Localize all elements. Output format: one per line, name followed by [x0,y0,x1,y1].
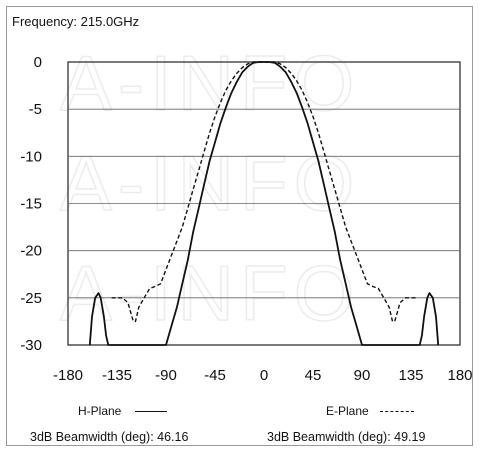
y-tick-label-5: -25 [20,290,42,307]
series-line-e-plane [111,61,417,323]
x-tick-label-2: -90 [155,367,177,384]
x-tick-label-8: 180 [447,367,472,384]
x-tick-label-6: 90 [354,367,371,384]
watermark-text-1: A-INFO [60,139,360,227]
y-tick-label-6: -30 [20,337,42,354]
legend-h-plane-label: H-Plane [78,404,122,418]
y-tick-label-1: -5 [29,101,42,118]
x-tick-label-3: -45 [204,367,226,384]
h-plane-beamwidth: 3dB Beamwidth (deg): 46.16 [30,430,189,444]
x-tick-label-1: -135 [102,367,132,384]
y-tick-label-3: -15 [20,196,42,213]
x-tick-label-7: 135 [398,367,423,384]
y-tick-label-0: 0 [34,54,42,71]
series-line-h-plane [88,61,440,346]
y-tick-label-4: -20 [20,243,42,260]
x-tick-label-0: -180 [53,367,83,384]
e-plane-beamwidth: 3dB Beamwidth (deg): 49.19 [267,430,426,444]
legend-h-plane: H-Plane [78,404,167,418]
x-tick-label-4: 0 [260,367,268,384]
watermark-text-0: A-INFO [60,39,360,127]
x-tick-label-5: 45 [305,367,322,384]
y-tick-label-2: -10 [20,148,42,165]
legend-h-plane-solid-line-icon [134,411,167,413]
legend-e-plane-dashed-line-icon [380,411,415,413]
frequency-label: Frequency: 215.0GHz [12,14,140,29]
watermark-text-2: A-INFO [60,249,360,337]
legend-e-plane-label: E-Plane [326,404,369,418]
chart-frame [6,6,473,446]
legend-e-plane: E-Plane [326,404,415,418]
